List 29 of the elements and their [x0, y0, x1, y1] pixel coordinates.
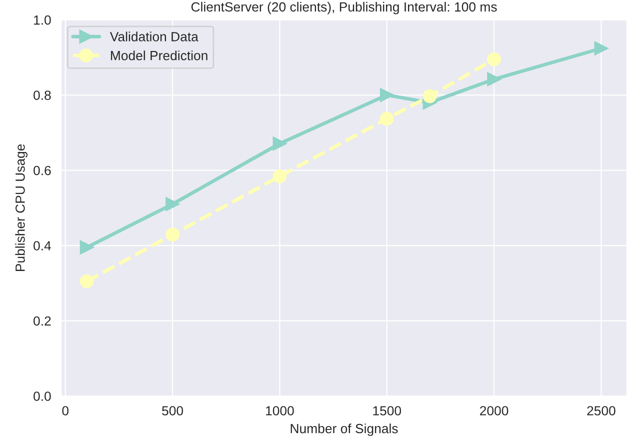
x-tick-label: 500 [162, 406, 184, 416]
point [380, 112, 394, 126]
point [422, 89, 437, 104]
y-tick-label: 0.0 [34, 392, 51, 401]
y-axis-title: Publisher CPU Usage [15, 144, 28, 271]
y-tick-label: 1.0 [34, 15, 51, 25]
point [166, 228, 180, 242]
point [166, 197, 180, 212]
legend-label: Validation Data [110, 32, 198, 42]
x-axis-title: Number of Signals [290, 424, 398, 436]
x-tick-label: 0 [62, 406, 69, 416]
x-tick-label: 1000 [266, 406, 294, 416]
point [80, 240, 94, 254]
y-tick-label: 0.6 [34, 166, 51, 176]
point [487, 52, 501, 66]
y-tick-label: 0.8 [34, 90, 51, 100]
point [487, 72, 501, 86]
y-tick-label: 0.4 [34, 241, 51, 250]
x-tick-label: 2000 [480, 406, 508, 416]
point [380, 88, 394, 102]
point [80, 274, 94, 288]
point [272, 136, 287, 151]
y-tick-label: 0.2 [34, 316, 51, 326]
legend-label: Model Prediction [110, 50, 208, 60]
point [594, 41, 608, 56]
x-tick-label: 2500 [587, 406, 616, 416]
chart-title: ClientServer (20 clients), Publishing Interval: 100 ms [191, 2, 497, 14]
point [272, 169, 287, 184]
x-tick-label: 1500 [373, 406, 402, 416]
